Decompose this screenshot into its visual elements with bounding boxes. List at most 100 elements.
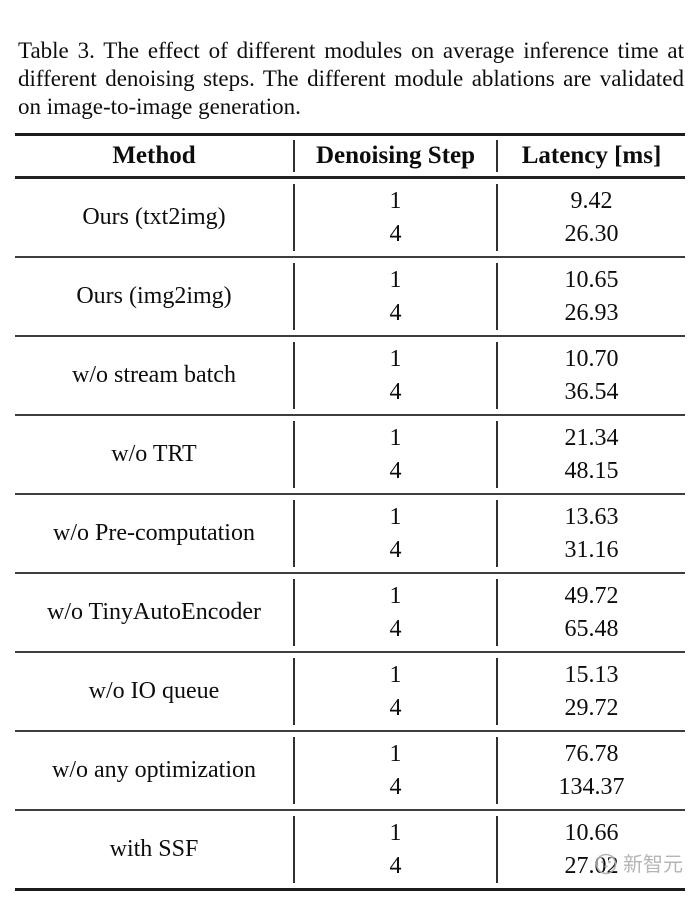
latency-value: 10.65	[564, 266, 619, 293]
latency-value: 65.48	[564, 615, 619, 642]
method-cell: with SSF	[15, 811, 293, 888]
method-cell: w/o any optimization	[15, 732, 293, 809]
latency-cell: 10.66 27.02	[498, 811, 685, 888]
table-row: w/o TRT 1 4 21.34 48.15	[15, 416, 685, 493]
latency-cell: 76.78 134.37	[498, 732, 685, 809]
row-divider	[15, 572, 685, 574]
method-cell: w/o Pre-computation	[15, 495, 293, 572]
method-cell: w/o TinyAutoEncoder	[15, 574, 293, 651]
step-value: 1	[389, 266, 402, 293]
latency-cell: 49.72 65.48	[498, 574, 685, 651]
method-label: with SSF	[109, 836, 199, 862]
latency-value: 9.42	[570, 187, 613, 214]
method-label: w/o any optimization	[52, 757, 256, 783]
xinzhiyuan-chick-logo-icon	[592, 849, 620, 877]
steps-cell: 1 4	[293, 263, 498, 330]
steps-cell: 1 4	[293, 658, 498, 725]
steps-cell: 1 4	[293, 737, 498, 804]
xinzhiyuan-watermark: 新智元	[592, 848, 683, 877]
method-cell: Ours (img2img)	[15, 258, 293, 335]
method-cell: w/o IO queue	[15, 653, 293, 730]
step-value: 1	[389, 582, 402, 609]
latency-cell: 13.63 31.16	[498, 495, 685, 572]
step-value: 4	[389, 299, 402, 326]
table-row: w/o stream batch 1 4 10.70 36.54	[15, 337, 685, 414]
latency-value: 49.72	[564, 582, 619, 609]
row-divider	[15, 493, 685, 495]
step-value: 4	[389, 773, 402, 800]
row-divider	[15, 414, 685, 416]
table-row: Ours (txt2img) 1 4 9.42 26.30	[15, 179, 685, 256]
latency-value: 134.37	[558, 773, 625, 800]
latency-value: 31.16	[564, 536, 619, 563]
latency-value: 76.78	[564, 740, 619, 767]
table-row: Ours (img2img) 1 4 10.65 26.93	[15, 258, 685, 335]
step-value: 1	[389, 740, 402, 767]
latency-cell: 21.34 48.15	[498, 416, 685, 493]
latency-value: 13.63	[564, 503, 619, 530]
step-value: 4	[389, 220, 402, 247]
latency-value: 21.34	[564, 424, 619, 451]
table-row: w/o Pre-computation 1 4 13.63 31.16	[15, 495, 685, 572]
latency-cell: 10.65 26.93	[498, 258, 685, 335]
method-label: w/o stream batch	[72, 362, 236, 388]
latency-value: 26.93	[564, 299, 619, 326]
latency-cell: 15.13 29.72	[498, 653, 685, 730]
latency-value: 29.72	[564, 694, 619, 721]
steps-cell: 1 4	[293, 184, 498, 251]
header-cell-method: Method	[15, 136, 293, 176]
step-value: 1	[389, 345, 402, 372]
steps-cell: 1 4	[293, 421, 498, 488]
column-header: Latency [ms]	[521, 142, 662, 169]
table-bottom-rule	[15, 888, 685, 891]
method-label: w/o IO queue	[88, 678, 220, 704]
header-cell-latency: Latency [ms]	[498, 136, 685, 176]
latency-value: 10.66	[564, 819, 619, 846]
table-row: w/o IO queue 1 4 15.13 29.72	[15, 653, 685, 730]
step-value: 4	[389, 615, 402, 642]
method-label: w/o Pre-computation	[53, 520, 255, 546]
latency-value: 26.30	[564, 220, 619, 247]
step-value: 4	[389, 457, 402, 484]
method-cell: w/o stream batch	[15, 337, 293, 414]
method-cell: Ours (txt2img)	[15, 179, 293, 256]
latency-cell: 10.70 36.54	[498, 337, 685, 414]
latency-value: 27.02	[564, 852, 619, 879]
steps-cell: 1 4	[293, 579, 498, 646]
latency-value: 15.13	[564, 661, 619, 688]
ablation-table: Method Denoising Step Latency [ms] Ours …	[15, 133, 685, 891]
watermark-text: 新智元	[623, 852, 683, 876]
method-label: Ours (txt2img)	[82, 204, 226, 230]
row-divider	[15, 809, 685, 811]
column-header: Method	[112, 142, 196, 169]
table-caption: Table 3. The effect of different modules…	[18, 38, 684, 119]
step-value: 1	[389, 424, 402, 451]
step-value: 4	[389, 378, 402, 405]
step-value: 4	[389, 536, 402, 563]
method-label: w/o TinyAutoEncoder	[46, 599, 261, 625]
step-value: 1	[389, 819, 402, 846]
table-header-row: Method Denoising Step Latency [ms]	[15, 136, 685, 176]
latency-cell: 9.42 26.30	[498, 179, 685, 256]
steps-cell: 1 4	[293, 500, 498, 567]
step-value: 4	[389, 694, 402, 721]
latency-value: 36.54	[564, 378, 619, 405]
step-value: 1	[389, 503, 402, 530]
method-cell: w/o TRT	[15, 416, 293, 493]
header-divider	[15, 176, 685, 179]
table-row: w/o any optimization 1 4 76.78 134.37	[15, 732, 685, 809]
row-divider	[15, 256, 685, 258]
method-label: w/o TRT	[111, 441, 197, 467]
latency-value: 48.15	[564, 457, 619, 484]
table-top-rule	[15, 133, 685, 136]
table-row: with SSF 1 4 10.66 27.02	[15, 811, 685, 888]
row-divider	[15, 730, 685, 732]
step-value: 1	[389, 187, 402, 214]
step-value: 1	[389, 661, 402, 688]
method-label: Ours (img2img)	[76, 283, 232, 309]
step-value: 4	[389, 852, 402, 879]
table-row: w/o TinyAutoEncoder 1 4 49.72 65.48	[15, 574, 685, 651]
row-divider	[15, 335, 685, 337]
row-divider	[15, 651, 685, 653]
